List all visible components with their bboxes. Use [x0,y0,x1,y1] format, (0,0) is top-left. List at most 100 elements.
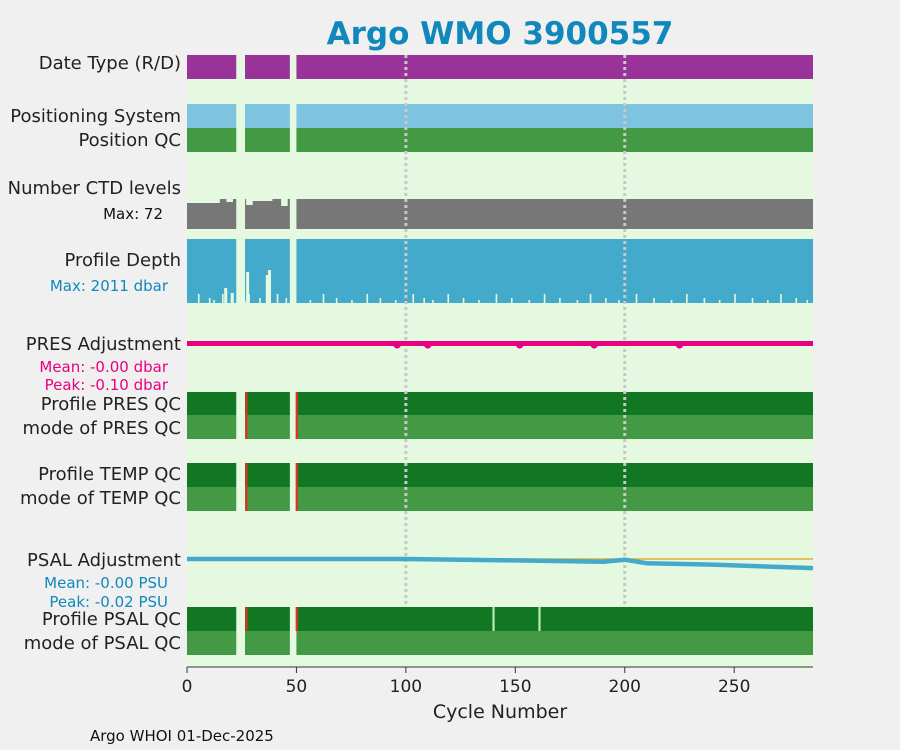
depth-notch [670,300,673,303]
qc-flag-tick [295,415,298,439]
depth-notch [265,275,269,303]
depth-notch [259,298,261,303]
ctd-levels-notch [272,196,282,199]
row-bar [187,607,813,631]
row-sublabel: Mean: -0.00 PSU [44,574,168,592]
qc-flag-tick [245,607,248,631]
depth-notch [806,300,809,303]
depth-notch [224,288,228,303]
row-label: Date Type (R/D) [39,53,181,74]
row-label: Positioning System [10,106,181,127]
psal-qc-light-mark [492,607,495,631]
depth-notch [543,294,546,303]
row-sublabel: Peak: -0.10 dbar [45,376,169,394]
depth-notch [379,298,382,303]
depth-notch [576,300,579,303]
row-bar [187,128,813,152]
depth-notch [432,300,434,303]
psal-qc-light-mark [538,607,541,631]
depth-notch [412,294,415,303]
x-tick-label: 200 [609,677,641,697]
depth-notch [285,298,288,303]
ctd-levels-notch [281,196,288,206]
row-label: mode of PRES QC [23,418,181,439]
row-label: mode of PSAL QC [24,633,181,654]
depth-notch [589,294,592,303]
x-tick-label: 250 [718,677,750,697]
row-label: PRES Adjustment [26,334,181,355]
row-sublabel: Peak: -0.02 PSU [49,593,168,611]
row-label: PSAL Adjustment [27,550,181,571]
depth-notch [394,300,397,303]
psal-adjustment-series [187,556,814,571]
depth-notch [495,294,498,303]
depth-notch [478,300,480,303]
depth-notch [510,298,513,303]
row-bar [187,631,813,655]
qc-flag-tick [245,463,248,487]
depth-notch [780,294,782,303]
row-bar [187,392,813,415]
row-bar [187,199,813,229]
depth-notch [559,298,561,303]
depth-notch [197,294,200,303]
x-tick-label: 100 [390,677,422,697]
qc-flag-tick [245,392,248,415]
depth-notch [734,294,736,303]
data-gap [236,55,246,655]
depth-notch [222,294,224,303]
pres-adjustment-point [590,341,598,349]
depth-notch [686,294,688,303]
row-label: Profile PSAL QC [42,609,181,630]
row-bar [187,463,813,487]
depth-notch [767,300,769,303]
pres-adjustment-point [393,341,401,349]
depth-notch [213,300,215,303]
qc-flag-tick [295,607,298,631]
row-bar [187,104,813,128]
depth-notch [653,298,655,303]
pres-adjustment-point [675,341,684,349]
depth-notch [635,294,638,303]
depth-notch [276,294,279,303]
qc-flag-tick [295,392,298,415]
row-sublabel: Max: 72 [103,205,163,223]
depth-notch [795,298,798,303]
depth-notch [335,298,338,303]
ctd-levels-notch [252,196,273,201]
depth-notch [309,300,312,303]
row-bar [187,487,813,511]
row-label: Number CTD levels [8,178,181,199]
depth-notch [230,293,234,303]
row-label: Position QC [78,130,181,151]
qc-flag-tick [245,415,248,439]
qc-flag-tick [295,487,298,511]
footer-credit: Argo WHOI 01-Dec-2025 [90,727,274,745]
depth-notch [528,300,531,303]
row-label: Profile PRES QC [41,394,181,415]
data-gap [289,55,297,655]
depth-notch [208,298,211,303]
depth-notch [618,300,620,303]
depth-notch [423,298,425,303]
ctd-levels-notch [219,196,227,199]
ctd-levels-notch [187,196,220,203]
row-sublabel: Max: 2011 dbar [50,277,169,295]
depth-notch [605,298,607,303]
row-bar [187,415,813,439]
ctd-levels-notch [246,196,253,205]
depth-notch [246,272,250,303]
depth-notch [703,298,706,303]
pres-adjustment-point [516,341,524,349]
x-tick-label: 0 [182,677,193,697]
x-tick-label: 150 [499,677,531,697]
x-tick-label: 50 [286,677,308,697]
depth-notch [462,298,465,303]
qc-flag-tick [295,463,298,487]
row-label: Profile Depth [64,250,181,271]
row-sublabel: Mean: -0.00 dbar [39,358,169,376]
pres-adjustment-point [424,341,432,349]
row-label: mode of TEMP QC [20,488,181,509]
depth-notch [366,294,369,303]
